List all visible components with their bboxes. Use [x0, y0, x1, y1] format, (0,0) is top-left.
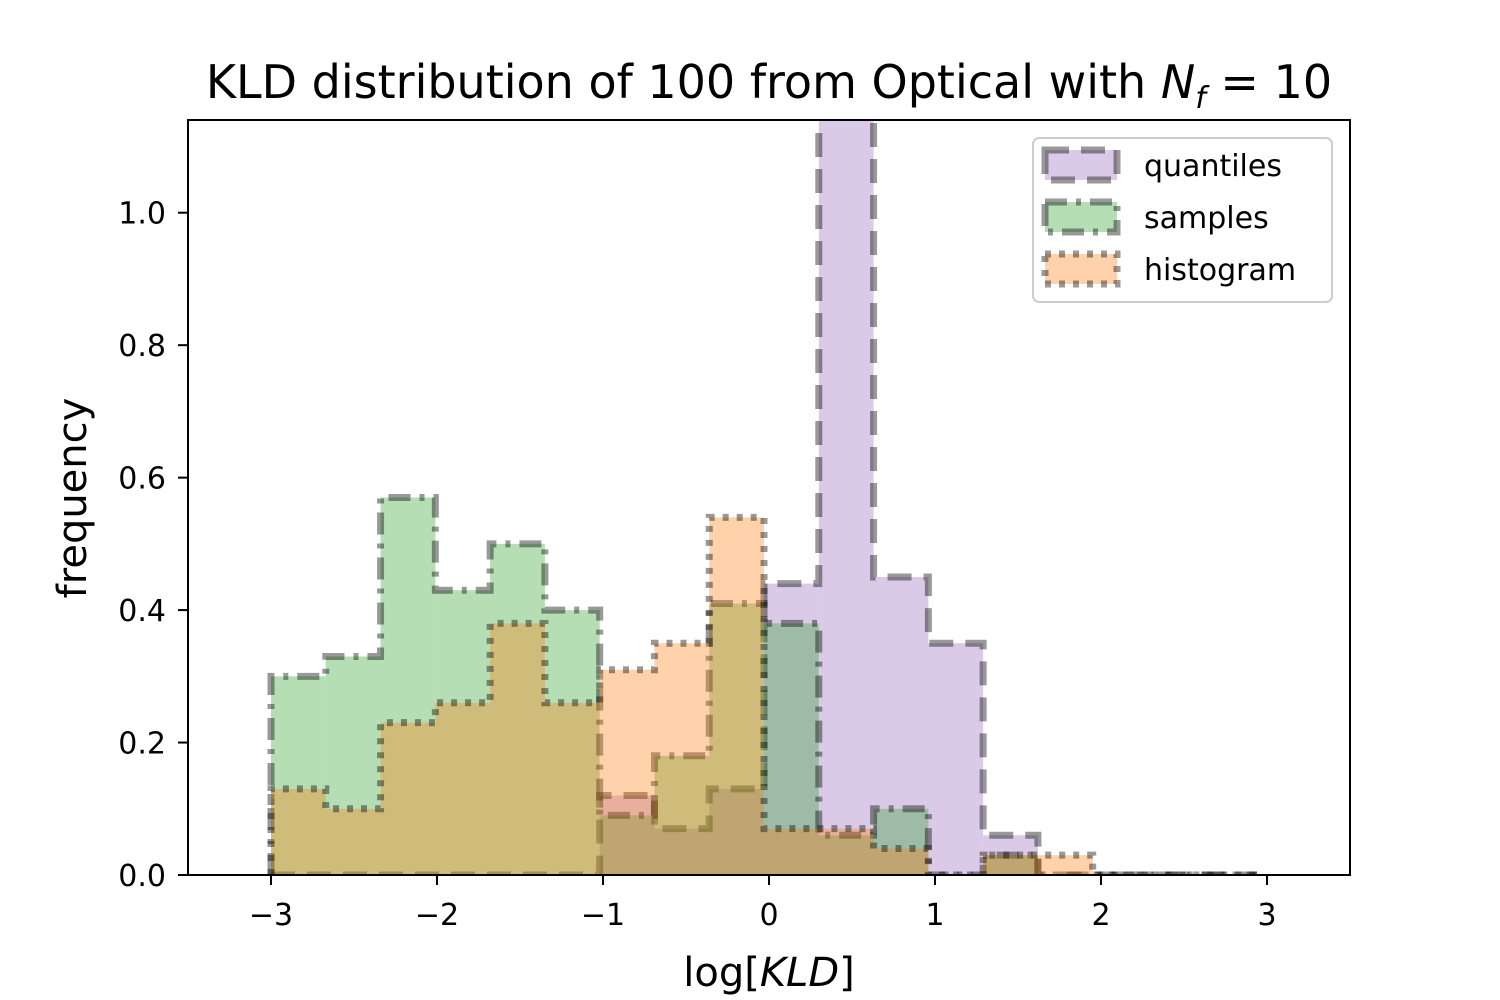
bar-samples-13: [983, 855, 1038, 875]
legend-label-histogram: histogram: [1144, 253, 1296, 288]
bar-samples-11: [873, 808, 929, 875]
bar-quantiles-9: [764, 583, 819, 875]
outline-histogram: [267, 513, 1258, 875]
x-axis-label: log[KLD]: [683, 950, 855, 996]
bar-histogram-7: [654, 643, 710, 875]
bar-histogram-1: [325, 808, 381, 875]
x-tick-label: −2: [415, 898, 459, 933]
bar-quantiles-6: [599, 795, 655, 875]
bar-samples-5: [544, 610, 600, 875]
bar-histogram-4: [490, 623, 545, 875]
outline-quantiles: [271, 120, 1258, 875]
bar-histogram-10: [818, 828, 874, 875]
legend-label-quantiles: quantiles: [1144, 149, 1282, 184]
y-axis-label: frequency: [50, 398, 96, 599]
bar-samples-7: [654, 755, 710, 875]
chart-title-main: KLD distribution of 100 from Optical wit…: [206, 55, 1161, 109]
histogram-bars: [267, 120, 1258, 875]
x-tick-label: −1: [581, 898, 625, 933]
legend-swatch-histogram: [1041, 250, 1121, 288]
x-axis-label-pre: log[: [683, 950, 760, 996]
bar-quantiles-10: [818, 120, 874, 875]
bar-histogram-13: [983, 855, 1038, 875]
bar-histogram-9: [764, 828, 819, 875]
bar-histogram-0: [271, 788, 326, 875]
bar-samples-3: [435, 590, 491, 875]
series-histogram: [267, 513, 1258, 875]
x-axis-ticks: −3 −2 −1 0 1 2 3: [249, 875, 1277, 933]
x-tick-label: 1: [925, 898, 944, 933]
legend-swatch-quantiles: [1041, 146, 1121, 184]
legend-swatch-samples: [1041, 198, 1121, 236]
bar-samples-6: [599, 815, 655, 875]
x-tick-label: 0: [759, 898, 778, 933]
chart-title-var: N: [1161, 55, 1195, 109]
bar-quantiles-7: [654, 828, 710, 875]
outline-samples: [267, 494, 1258, 875]
bar-quantiles-8: [709, 788, 765, 875]
x-tick-label: 3: [1257, 898, 1276, 933]
bar-samples-10: [818, 835, 874, 875]
bar-histogram-3: [435, 702, 491, 875]
bar-samples-4: [490, 543, 545, 875]
bar-histogram-8: [709, 517, 765, 875]
bar-quantiles-11: [873, 576, 929, 875]
y-tick-label: 0.6: [118, 462, 166, 497]
y-tick-label: 0.0: [118, 859, 166, 894]
bar-histogram-6: [599, 669, 655, 875]
y-tick-label: 0.2: [118, 727, 166, 762]
x-axis-label-post: ]: [839, 950, 855, 996]
bar-quantiles-13: [983, 835, 1038, 875]
bar-samples-2: [380, 497, 436, 875]
legend-label-samples: samples: [1144, 201, 1269, 236]
series-samples: [267, 494, 1258, 875]
y-tick-label: 0.8: [118, 329, 166, 364]
y-axis-ticks: 0.0 0.2 0.4 0.6 0.8 1.0: [118, 197, 188, 894]
legend-frame: [1032, 137, 1333, 303]
bar-samples-1: [325, 656, 381, 875]
legend: quantiles samples histogram: [1032, 137, 1333, 303]
bar-samples-9: [764, 623, 819, 875]
y-tick-label: 1.0: [118, 197, 166, 232]
chart-title: KLD distribution of 100 from Optical wit…: [206, 55, 1332, 116]
chart-title-rest: = 10: [1206, 55, 1332, 109]
bar-histogram-14: [1037, 855, 1093, 875]
x-axis-label-var: KLD: [760, 950, 839, 996]
bar-quantiles-12: [928, 643, 984, 875]
x-tick-label: −3: [249, 898, 293, 933]
y-tick-label: 0.4: [118, 594, 166, 629]
bar-histogram-2: [380, 722, 436, 875]
bar-histogram-5: [544, 702, 600, 875]
bar-samples-0: [271, 676, 326, 875]
bar-histogram-11: [873, 848, 929, 875]
x-tick-label: 2: [1091, 898, 1110, 933]
series-quantiles: [271, 120, 1258, 875]
bar-samples-8: [709, 603, 765, 875]
